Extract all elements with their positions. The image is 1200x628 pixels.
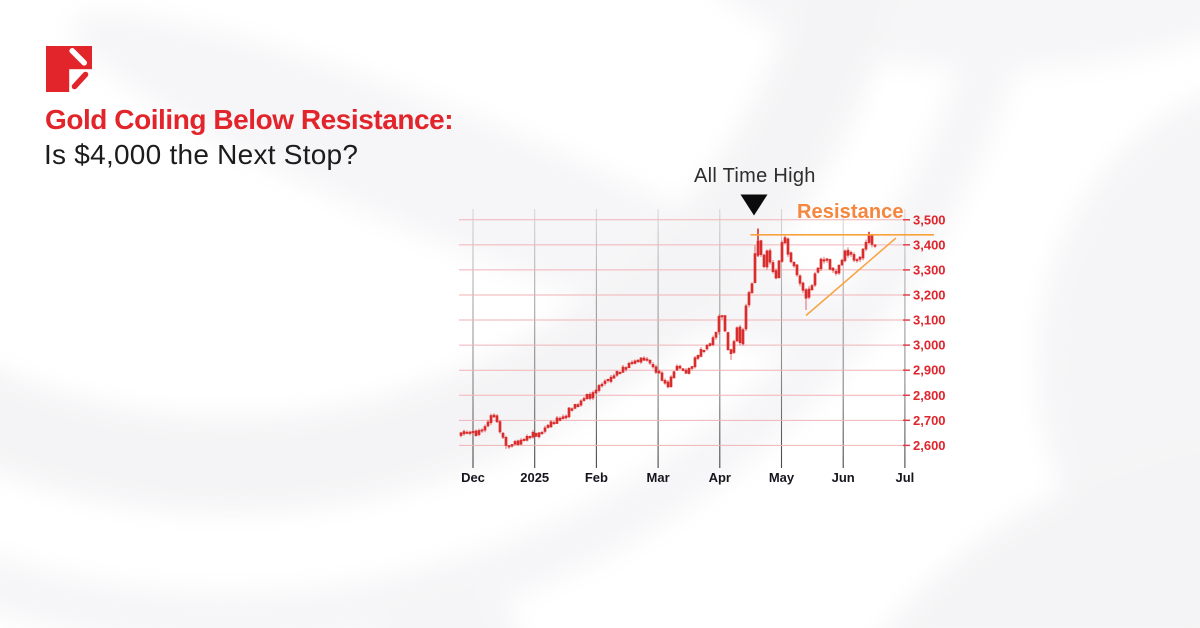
svg-text:3,500: 3,500 xyxy=(913,212,946,227)
svg-text:3,200: 3,200 xyxy=(913,287,946,302)
svg-text:3,400: 3,400 xyxy=(913,237,946,252)
svg-text:2025: 2025 xyxy=(520,470,549,485)
svg-text:3,100: 3,100 xyxy=(913,313,946,328)
svg-text:May: May xyxy=(769,470,795,485)
svg-text:2,700: 2,700 xyxy=(913,413,946,428)
svg-text:3,000: 3,000 xyxy=(913,338,946,353)
svg-text:Mar: Mar xyxy=(647,470,670,485)
svg-text:Apr: Apr xyxy=(709,470,731,485)
svg-text:2,600: 2,600 xyxy=(913,438,946,453)
svg-text:Dec: Dec xyxy=(461,470,485,485)
svg-text:2,900: 2,900 xyxy=(913,363,946,378)
svg-text:All Time High: All Time High xyxy=(694,165,816,187)
svg-text:Jun: Jun xyxy=(832,470,855,485)
svg-text:Feb: Feb xyxy=(585,470,608,485)
svg-text:Resistance: Resistance xyxy=(797,201,904,223)
svg-text:Jul: Jul xyxy=(896,470,915,485)
svg-text:2,800: 2,800 xyxy=(913,388,946,403)
svg-text:3,300: 3,300 xyxy=(913,262,946,277)
